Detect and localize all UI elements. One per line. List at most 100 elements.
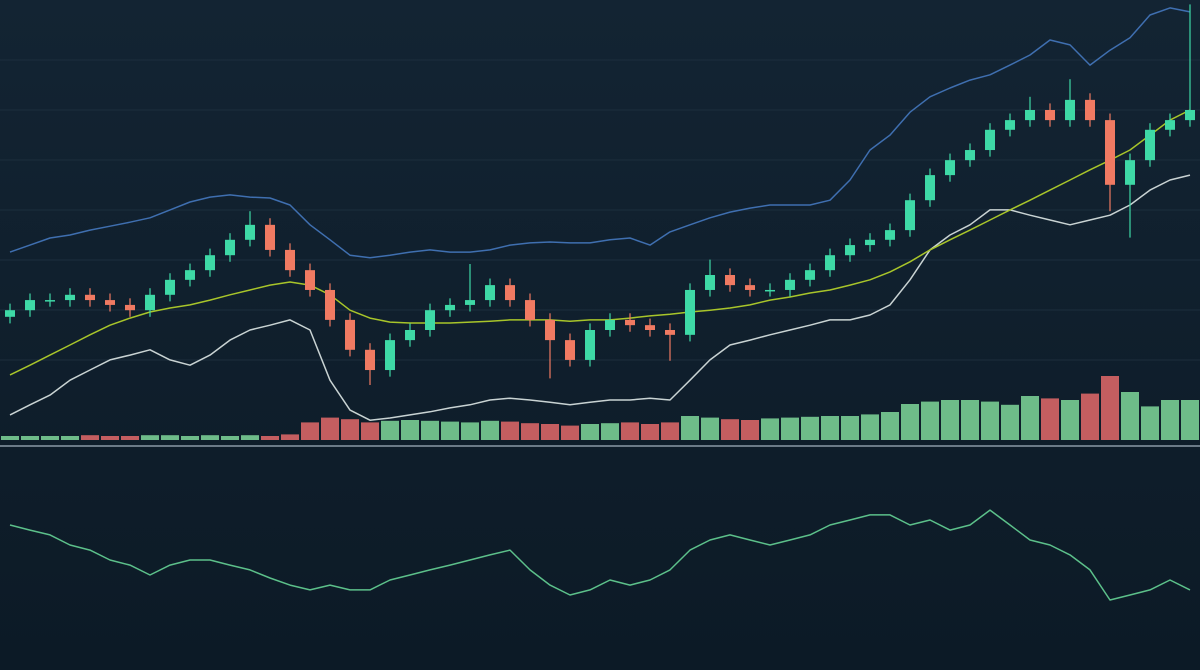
candle-body bbox=[245, 224, 255, 240]
candle-body bbox=[705, 275, 715, 290]
volume-bar bbox=[61, 436, 79, 440]
volume-bar bbox=[781, 417, 799, 440]
candle-body bbox=[1185, 110, 1195, 121]
volume-bar bbox=[221, 436, 239, 440]
volume-bar bbox=[381, 420, 399, 440]
candle-body bbox=[825, 255, 835, 271]
candle-body bbox=[905, 200, 915, 231]
candle-body bbox=[125, 304, 135, 311]
candle-body bbox=[585, 330, 595, 360]
candle-body bbox=[1125, 160, 1135, 185]
candle-body bbox=[425, 310, 435, 330]
oscillator-line bbox=[9, 509, 1191, 601]
volume-bar bbox=[901, 404, 919, 440]
candle-body bbox=[405, 330, 415, 341]
candle-body bbox=[985, 129, 995, 151]
volume-bar bbox=[641, 424, 659, 440]
volume-bar bbox=[321, 417, 339, 440]
volume-bar bbox=[541, 424, 559, 440]
volume-bar bbox=[1001, 404, 1019, 440]
volume-bar bbox=[241, 435, 259, 440]
volume-bar bbox=[101, 436, 119, 440]
candle-body bbox=[1045, 110, 1055, 121]
candle-body bbox=[645, 325, 655, 330]
volume-bar bbox=[301, 422, 319, 440]
candle-body bbox=[1025, 110, 1035, 121]
candle-body bbox=[725, 275, 735, 286]
volume-bar bbox=[281, 434, 299, 440]
volume-bar bbox=[761, 418, 779, 440]
volume-bar bbox=[881, 412, 899, 440]
volume-bar bbox=[741, 420, 759, 440]
volume-bar bbox=[261, 436, 279, 440]
indicator-line bbox=[9, 174, 1191, 421]
volume-bar bbox=[501, 421, 519, 440]
volume-bar bbox=[401, 420, 419, 440]
candle-body bbox=[865, 239, 875, 246]
candle-body bbox=[445, 304, 455, 311]
volume-bar bbox=[1181, 400, 1199, 440]
candle-body bbox=[185, 270, 195, 280]
volume-bar bbox=[1041, 398, 1059, 440]
candle-body bbox=[225, 239, 235, 256]
candle-body bbox=[1005, 120, 1015, 130]
candle-body bbox=[385, 340, 395, 371]
candle-body bbox=[365, 349, 375, 371]
candle-body bbox=[345, 319, 355, 350]
candle-body bbox=[145, 294, 155, 311]
candle-body bbox=[565, 340, 575, 360]
volume-bar bbox=[1, 436, 19, 440]
indicator-line bbox=[9, 7, 1191, 259]
candle-body bbox=[745, 285, 755, 290]
candle-body bbox=[685, 289, 695, 335]
candle-body bbox=[785, 279, 795, 290]
volume-bar bbox=[961, 400, 979, 440]
candle-body bbox=[105, 300, 115, 305]
volume-bar bbox=[441, 421, 459, 440]
candle-body bbox=[505, 285, 515, 301]
candle-body bbox=[65, 294, 75, 301]
volume-bar bbox=[1101, 376, 1119, 440]
candle-body bbox=[805, 270, 815, 280]
candle-body bbox=[165, 279, 175, 295]
volume-bar bbox=[1081, 393, 1099, 440]
candle-body bbox=[665, 330, 675, 335]
volume-bar bbox=[721, 419, 739, 440]
volume-bar bbox=[821, 416, 839, 440]
candle-body bbox=[545, 319, 555, 341]
volume-bar bbox=[201, 435, 219, 440]
volume-bar bbox=[581, 424, 599, 440]
indicator-line bbox=[9, 109, 1191, 376]
volume-bar bbox=[121, 436, 139, 440]
volume-bar bbox=[921, 401, 939, 440]
candle-body bbox=[885, 230, 895, 240]
candle-body bbox=[525, 300, 535, 320]
candle-body bbox=[85, 294, 95, 301]
candle-body bbox=[45, 300, 55, 302]
volume-bar bbox=[1121, 392, 1139, 440]
candle-body bbox=[965, 150, 975, 161]
candle-body bbox=[1085, 99, 1095, 121]
volume-bar bbox=[1021, 396, 1039, 440]
candle-body bbox=[765, 289, 775, 292]
candle-body bbox=[1065, 99, 1075, 121]
volume-bar bbox=[481, 420, 499, 440]
candle-body bbox=[925, 175, 935, 201]
candle-body bbox=[1165, 120, 1175, 130]
volume-bar bbox=[461, 422, 479, 440]
candle-body bbox=[465, 300, 475, 305]
candle-body bbox=[205, 255, 215, 271]
volume-bar bbox=[801, 416, 819, 440]
candle-body bbox=[485, 285, 495, 301]
volume-bar bbox=[161, 435, 179, 440]
volume-bar bbox=[421, 420, 439, 440]
candle-body bbox=[325, 289, 335, 320]
volume-bar bbox=[21, 436, 39, 440]
volume-bar bbox=[861, 414, 879, 440]
candle-body bbox=[1145, 129, 1155, 161]
volume-bar bbox=[981, 401, 999, 440]
volume-bar bbox=[661, 422, 679, 440]
